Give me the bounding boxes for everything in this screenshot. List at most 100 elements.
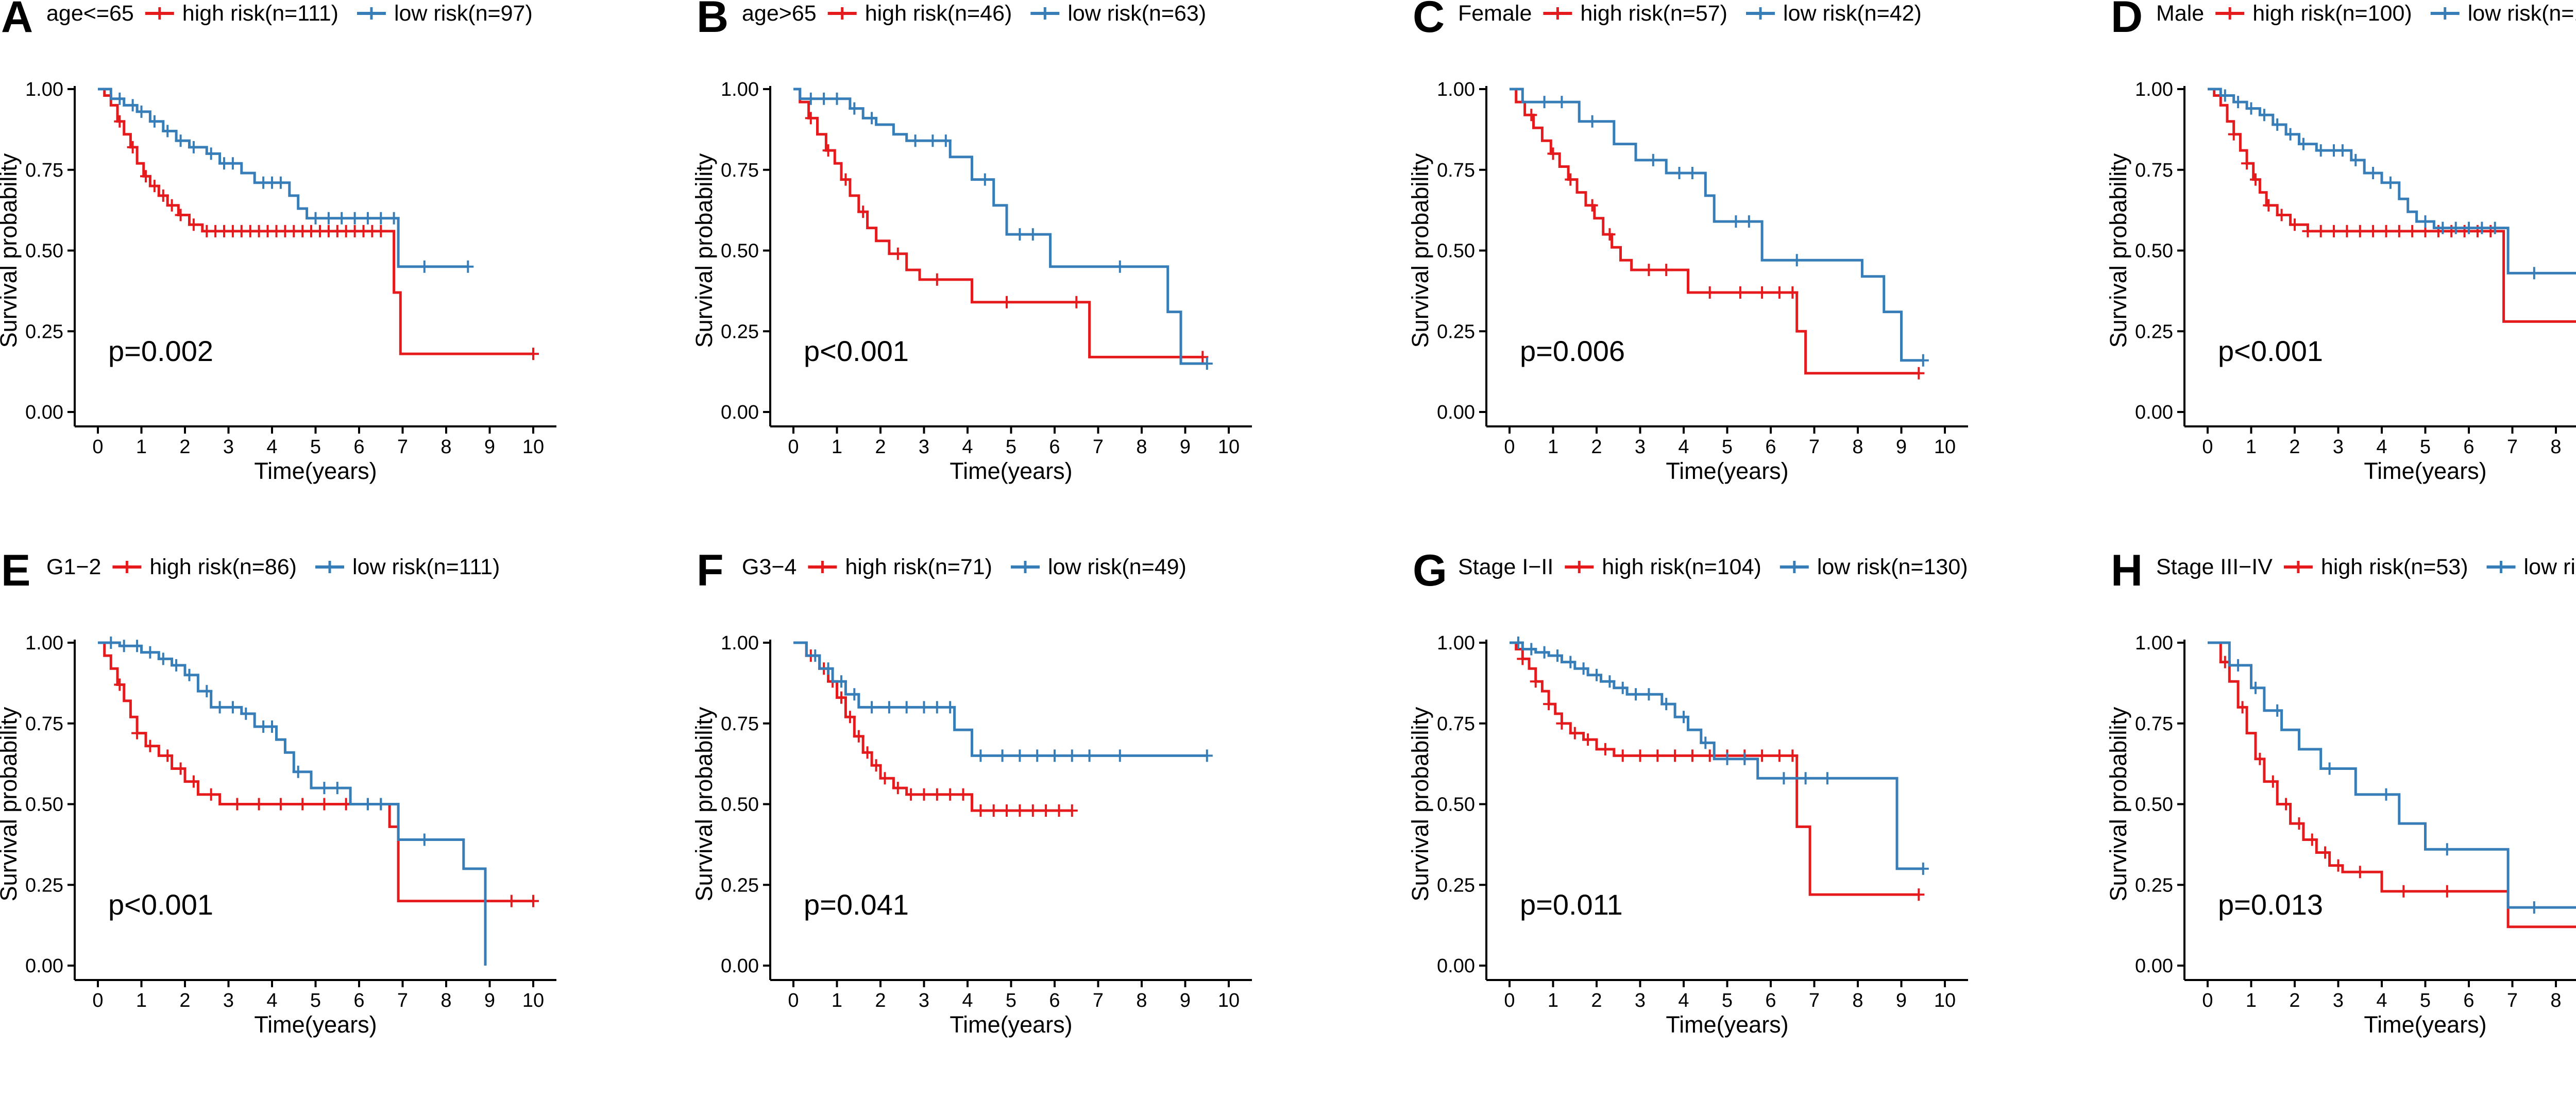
censor-mark-low	[318, 782, 330, 795]
legend-censor-mark-low	[324, 561, 336, 573]
y-tick-label: 0.50	[1437, 794, 1475, 816]
censor-mark-high	[2393, 225, 2405, 237]
legend-label-high: high risk(n=46)	[865, 1, 1012, 26]
legend-censor-mark-high	[1573, 561, 1586, 573]
censor-mark-low	[1673, 167, 1685, 179]
x-tick-label: 7	[1809, 990, 1820, 1011]
censor-mark-low	[2350, 153, 2362, 166]
censor-mark-low	[1538, 646, 1550, 659]
censor-mark-high	[1197, 351, 1209, 364]
legend-strata-title: Stage I−II	[1458, 555, 1553, 579]
x-tick-label: 7	[1093, 436, 1104, 458]
censor-mark-high	[836, 691, 847, 704]
censor-mark-low	[362, 798, 374, 811]
legend-censor-mark-low	[2438, 7, 2451, 20]
censor-mark-low	[805, 92, 817, 105]
censor-mark-low	[1643, 688, 1655, 701]
x-tick-label: 6	[2463, 990, 2474, 1011]
legend-strata-title: age>65	[742, 1, 817, 26]
censor-mark-high	[844, 711, 856, 724]
censor-mark-low	[1686, 167, 1698, 179]
legend-censor-mark-high	[153, 7, 166, 20]
censor-mark-low	[2284, 128, 2296, 141]
y-axis-title: Survival probability	[0, 153, 22, 348]
censor-mark-high	[1565, 173, 1577, 186]
x-tick-label: 0	[92, 436, 103, 458]
censor-mark-high	[1517, 652, 1529, 665]
y-axis-title: Survival probability	[1407, 707, 1433, 901]
censor-mark-high	[1001, 296, 1012, 308]
censor-mark-low	[375, 212, 387, 225]
y-tick-label: 0.00	[2135, 402, 2173, 423]
legend-label-high: high risk(n=104)	[1602, 555, 1761, 579]
x-tick-label: 8	[2550, 436, 2561, 458]
censor-mark-high	[1634, 749, 1646, 762]
y-tick-label: 0.75	[1437, 160, 1475, 181]
censor-mark-high	[1071, 296, 1082, 308]
x-tick-label: 3	[2333, 990, 2344, 1011]
censor-mark-high	[1027, 804, 1039, 817]
y-tick-label: 0.50	[721, 240, 759, 262]
censor-mark-high	[1604, 228, 1616, 241]
km-curve-high	[2208, 641, 2576, 929]
y-tick-label: 0.50	[721, 794, 759, 816]
censor-mark-low	[1647, 153, 1659, 166]
x-tick-label: 8	[440, 990, 451, 1011]
panel-letter: E	[1, 546, 30, 595]
censor-mark-low	[171, 659, 182, 672]
censor-mark-high	[1643, 264, 1655, 277]
censor-mark-low	[2232, 96, 2244, 109]
y-tick-label: 0.75	[2135, 713, 2173, 735]
x-tick-label: 3	[2333, 436, 2344, 458]
x-tick-label: 10	[1218, 436, 1240, 458]
censor-mark-low	[183, 668, 195, 681]
censor-mark-high	[2236, 701, 2248, 714]
x-axis-title: Time(years)	[254, 458, 377, 484]
censor-mark-high	[861, 746, 873, 759]
x-axis-title: Time(years)	[1666, 1011, 1788, 1038]
censor-mark-low	[2384, 176, 2396, 189]
x-tick-label: 9	[484, 436, 495, 458]
censor-mark-high	[1652, 749, 1664, 762]
censor-mark-high	[1040, 804, 1052, 817]
censor-mark-low	[331, 782, 343, 795]
y-tick-label: 0.50	[1437, 240, 1475, 262]
censor-mark-high	[2228, 128, 2240, 141]
censor-mark-low	[1791, 254, 1803, 267]
y-tick-label: 1.00	[1437, 632, 1475, 654]
censor-mark-low	[1917, 354, 1929, 367]
censor-mark-low	[1678, 711, 1689, 724]
x-tick-label: 8	[440, 436, 451, 458]
x-tick-label: 0	[788, 436, 799, 458]
censor-mark-low	[1778, 772, 1790, 785]
censor-mark-low	[1743, 215, 1755, 228]
censor-mark-low	[1565, 656, 1577, 668]
x-tick-label: 5	[1006, 990, 1016, 1011]
km-panel-c: C Female high risk(n=57) low risk(n=42) 0 1 2 3…	[1407, 0, 1968, 484]
x-tick-label: 1	[2246, 990, 2257, 1011]
censor-mark-high	[1773, 286, 1785, 299]
censor-mark-low	[979, 173, 991, 186]
y-tick-label: 0.50	[25, 794, 63, 816]
x-tick-label: 1	[1548, 990, 1558, 1011]
censor-mark-low	[2463, 221, 2475, 234]
x-tick-label: 3	[919, 990, 929, 1011]
censor-mark-high	[2354, 225, 2366, 237]
censor-mark-high	[2302, 225, 2314, 237]
panel-letter: F	[697, 546, 724, 595]
censor-mark-low	[2572, 272, 2576, 274]
x-tick-label: 1	[136, 436, 147, 458]
censor-mark-low	[118, 640, 130, 652]
km-curve-high	[1510, 88, 1919, 375]
censor-mark-high	[318, 798, 330, 811]
censor-mark-high	[131, 727, 143, 740]
censor-mark-high	[528, 895, 539, 907]
x-tick-label: 0	[1504, 436, 1515, 458]
y-tick-label: 0.25	[721, 321, 759, 342]
y-tick-label: 0.75	[2135, 160, 2173, 181]
censor-mark-low	[205, 147, 217, 160]
x-tick-label: 10	[1934, 990, 1956, 1011]
censor-mark-high	[297, 798, 309, 811]
